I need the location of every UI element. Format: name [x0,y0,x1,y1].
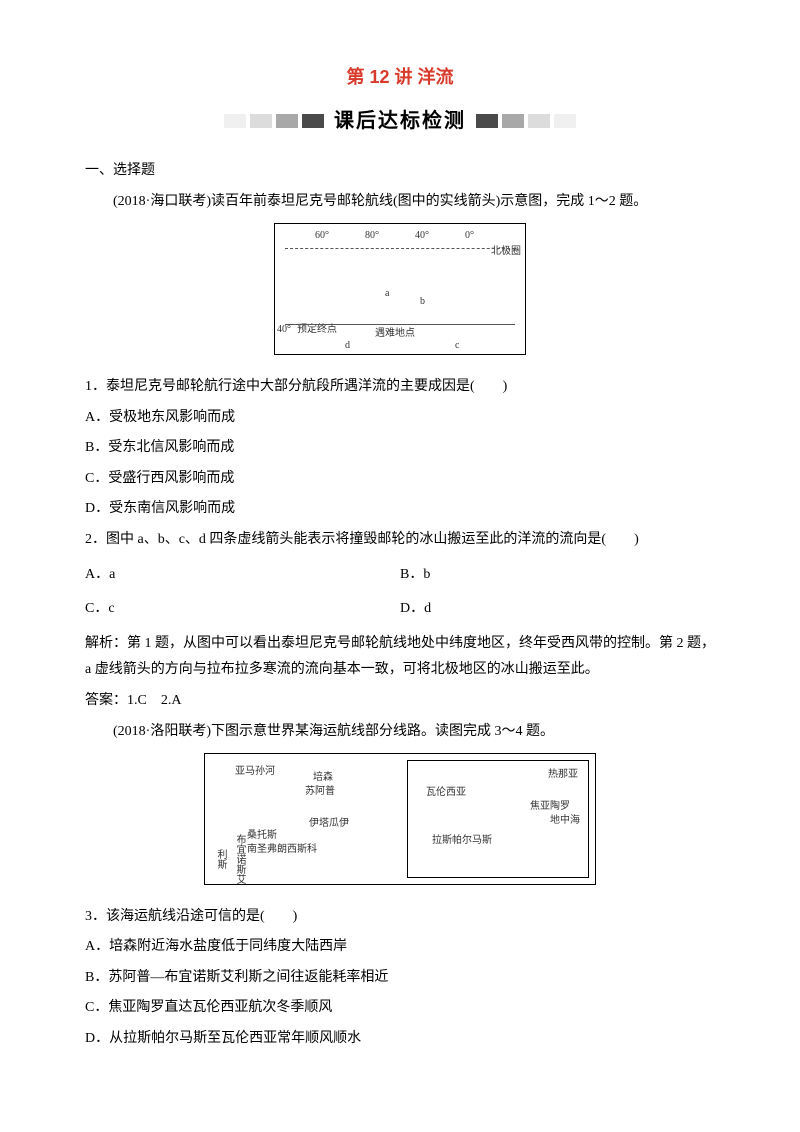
buenos-label: 布宜诺斯艾利斯 [211,834,249,884]
q2-opt-d: D．d [400,596,715,623]
q1-stem: 1．泰坦尼克号邮轮航行途中大部分航段所遇洋流的主要成因是( ) [85,374,715,401]
laspa-label: 拉斯帕尔马斯 [432,831,492,850]
q1-opt-d: D．受东南信风影响而成 [85,496,715,523]
lesson-title: 第 12 讲 洋流 [85,60,715,94]
q2-opt-c: C．c [85,596,400,623]
lon-label: 40° [415,226,429,245]
q3-stem: 3．该海运航线沿途可信的是( ) [85,904,715,931]
q3-opt-d: D．从拉斯帕尔马斯至瓦伦西亚常年顺风顺水 [85,1026,715,1053]
banner-block [554,114,576,128]
q2-opt-b: B．b [400,562,715,589]
analysis-1: 解析：第 1 题，从图中可以看出泰坦尼克号邮轮航线地处中纬度地区，终年受西风带的… [85,631,715,684]
amazon-label: 亚马孙河 [235,762,275,781]
q3-opt-c: C．焦亚陶罗直达瓦伦西亚航次冬季顺风 [85,995,715,1022]
arrow-c-label: c [455,336,459,355]
redouya-label: 热那亚 [548,765,578,784]
q3-opt-a: A．培森附近海水盐度低于同纬度大陆西岸 [85,934,715,961]
q3-opt-b: B．苏阿普—布宜诺斯艾利斯之间往返能耗率相近 [85,965,715,992]
banner-block [250,114,272,128]
suapu-label: 苏阿普 [305,782,335,801]
banner-block [276,114,298,128]
banner-block [224,114,246,128]
map-titanic: 60° 80° 40° 0° 北极圈 40° 预定终点 遇难地点 a b c d [274,223,526,355]
yitaguayi-label: 伊塔瓜伊 [309,814,349,833]
subtitle-text: 课后达标检测 [334,102,466,140]
arrow-d-label: d [345,336,350,355]
q1-opt-b: B．受东北信风影响而成 [85,435,715,462]
banner-block [302,114,324,128]
q2-opt-a: A．a [85,562,400,589]
answer-1: 答案：1.C 2.A [85,688,715,715]
q1-opt-c: C．受盛行西风影响而成 [85,466,715,493]
arctic-label: 北极圈 [491,242,521,261]
arrow-b-label: b [420,292,425,311]
lon-label: 0° [465,226,474,245]
figure-2: 亚马孙河 培森 苏阿普 布宜诺斯艾利斯 桑托斯 南圣弗朗西斯科 伊塔瓜伊 热那亚… [85,753,715,896]
wreck-label: 遇难地点 [375,324,415,343]
banner-block [476,114,498,128]
section-heading: 一、选择题 [85,158,715,185]
lat-label: 40° [277,320,291,339]
map-shipping-route: 亚马孙河 培森 苏阿普 布宜诺斯艾利斯 桑托斯 南圣弗朗西斯科 伊塔瓜伊 热那亚… [204,753,596,885]
nanshen-label: 南圣弗朗西斯科 [247,840,317,859]
subtitle-banner: 课后达标检测 [85,102,715,140]
valencia-label: 瓦伦西亚 [426,783,466,802]
figure-1: 60° 80° 40° 0° 北极圈 40° 预定终点 遇难地点 a b c d [85,223,715,366]
question-intro-1: (2018·海口联考)读百年前泰坦尼克号邮轮航线(图中的实线箭头)示意图，完成 … [85,189,715,216]
lon-label: 60° [315,226,329,245]
medisea-label: 地中海 [550,811,580,830]
q1-opt-a: A．受极地东风影响而成 [85,405,715,432]
question-intro-2: (2018·洛阳联考)下图示意世界某海运航线部分线路。读图完成 3～4 题。 [85,719,715,746]
banner-block [502,114,524,128]
q2-stem: 2．图中 a、b、c、d 四条虚线箭头能表示将撞毁邮轮的冰山搬运至此的洋流的流向… [85,527,715,554]
arrow-a-label: a [385,284,389,303]
lon-label: 80° [365,226,379,245]
dest-label: 预定终点 [297,320,337,339]
banner-block [528,114,550,128]
